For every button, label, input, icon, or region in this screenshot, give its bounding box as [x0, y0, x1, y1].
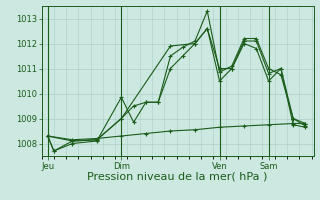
X-axis label: Pression niveau de la mer( hPa ): Pression niveau de la mer( hPa ) [87, 172, 268, 182]
